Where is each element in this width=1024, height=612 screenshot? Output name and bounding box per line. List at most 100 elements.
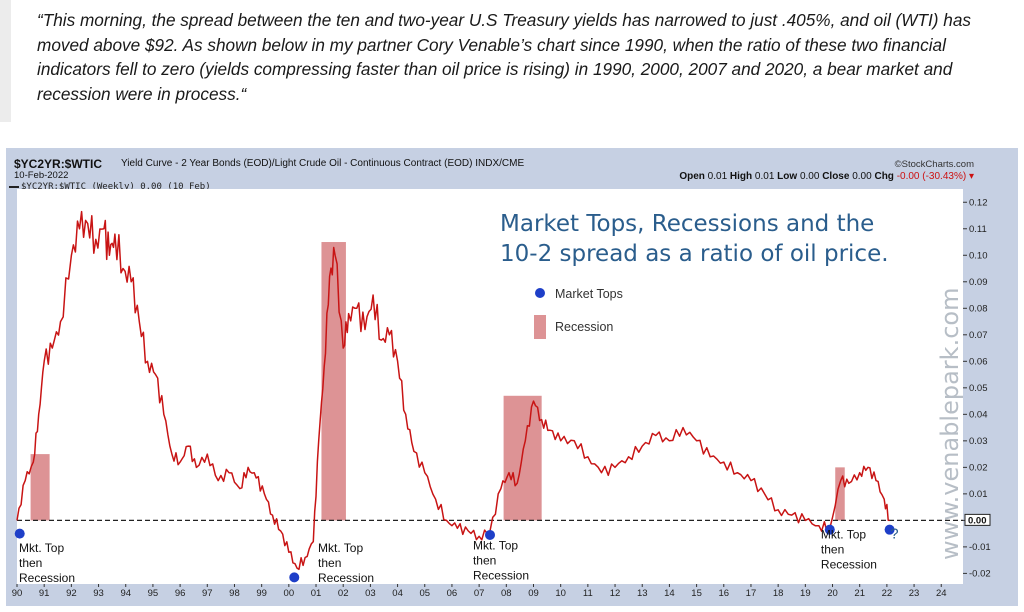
legend-recession-icon [534, 315, 546, 339]
market-top-dot-2 [485, 529, 495, 540]
x-tick-label-14: 14 [664, 588, 675, 599]
y-tick-label-11: 0.01 [969, 489, 988, 500]
recession-bar-0 [30, 454, 50, 521]
annotation-line: Recession [19, 571, 75, 585]
high-label: High [729, 171, 753, 182]
x-tick-label-12: 12 [610, 588, 621, 599]
open-value: 0.01 [707, 171, 728, 182]
annotation-line: then [821, 543, 844, 557]
x-tick-label-94: 94 [120, 588, 131, 599]
annotation-line: Recession [318, 571, 374, 585]
ohlc-readout: Open 0.01 High 0.01 Low 0.00 Close 0.00 … [679, 171, 974, 182]
quote-accent-bar [0, 0, 11, 122]
low-value: 0.00 [799, 171, 820, 182]
legend-market-tops-icon [535, 288, 545, 298]
chart-description: Yield Curve - 2 Year Bonds (EOD)/Light C… [121, 158, 525, 169]
chart-source: ©StockCharts.com [894, 159, 974, 170]
x-tick-label-00: 00 [284, 588, 295, 599]
y-tick-label-7: 0.05 [969, 383, 988, 394]
current-value-box [964, 513, 991, 526]
x-tick-label-11: 11 [583, 588, 593, 599]
x-tick-label-97: 97 [202, 588, 213, 599]
x-tick-label-08: 08 [501, 588, 512, 599]
annotation-line: Recession [473, 568, 529, 582]
market-top-layer [14, 524, 895, 583]
legend-recession-label: Recession [555, 320, 613, 334]
chart-symbol: $YC2YR:$WTIC [14, 157, 103, 171]
legend-market-tops-label: Market Tops [555, 287, 623, 301]
y-tick-label-9: 0.03 [969, 436, 988, 447]
market-top-dot-3 [824, 524, 835, 535]
annotation-1: Mkt. Top then Recession [318, 541, 374, 585]
x-tick-label-03: 03 [365, 588, 376, 599]
x-tick-label-23: 23 [909, 588, 920, 599]
chart-title: Market Tops, Recessions and the 10-2 spre… [500, 211, 889, 267]
annotation-0: Mkt. Top then Recession [19, 541, 75, 585]
quote-text: “This morning, the spread between the te… [37, 10, 971, 104]
chart-title-line-0: Market Tops, Recessions and the [500, 211, 874, 237]
x-tick-label-18: 18 [773, 588, 784, 599]
x-axis: 90 91 92 93 94 95 96 97 98 99 00 01 02 03 04 05 06 07 08 09… [12, 584, 947, 599]
chg-arrow-icon: ▾ [968, 171, 974, 182]
x-tick-label-05: 05 [419, 588, 430, 599]
watermark: www.venablepark.com [936, 288, 964, 560]
y-tick-label-8: 0.04 [969, 409, 988, 420]
x-tick-label-92: 92 [66, 588, 77, 599]
annotation-line: Mkt. Top [473, 538, 518, 552]
x-tick-label-13: 13 [637, 588, 648, 599]
y-tick-label-1: 0.11 [969, 224, 987, 235]
low-label: Low [777, 171, 798, 182]
y-axis: 0.12 0.11 0.10 0.09 0.08 0.07 0.06 0.05 0.04 0.03… [963, 197, 991, 579]
chart-date: 10-Feb-2022 [14, 170, 69, 181]
x-tick-label-21: 21 [854, 588, 865, 599]
x-tick-label-20: 20 [827, 588, 838, 599]
x-tick-label-01: 01 [311, 588, 322, 599]
annotation-line: Mkt. Top [821, 528, 866, 542]
close-label: Close [822, 171, 850, 182]
x-tick-label-22: 22 [882, 588, 893, 599]
x-tick-label-96: 96 [175, 588, 186, 599]
x-tick-label-17: 17 [746, 588, 757, 599]
x-tick-label-10: 10 [555, 588, 566, 599]
recession-bar-1 [321, 242, 346, 521]
chart-title-line-1: 10-2 spread as a ratio of oil price. [500, 241, 889, 267]
x-tick-label-06: 06 [447, 588, 458, 599]
x-tick-label-16: 16 [718, 588, 729, 599]
annotation-3: Mkt. Top then Recession [821, 528, 877, 572]
chg-label: Chg [874, 171, 894, 182]
y-tick-label-10: 0.02 [969, 462, 988, 473]
market-top-dot-4 [884, 524, 895, 535]
x-tick-label-02: 02 [338, 588, 349, 599]
x-tick-label-91: 91 [39, 588, 50, 599]
y-tick-label-0: 0.12 [969, 197, 988, 208]
chart-header: $YC2YR:$WTIC Yield Curve - 2 Year Bonds … [9, 156, 1014, 192]
annotation-2: Mkt. Top then Recession [473, 538, 529, 582]
annotation-line: Mkt. Top [318, 541, 363, 555]
market-top-dot-0 [14, 528, 25, 539]
y-tick-label-6: 0.06 [969, 356, 988, 367]
series-legend: $YC2YR:$WTIC (Weekly) 0.00 (10 Feb) [9, 182, 211, 192]
annotation-line: Recession [821, 558, 877, 572]
annotation-line: then [318, 556, 341, 570]
x-tick-label-98: 98 [229, 588, 240, 599]
x-tick-label-15: 15 [691, 588, 702, 599]
recession-bar-3 [835, 467, 845, 521]
x-tick-label-07: 07 [474, 588, 485, 599]
plot-background [17, 189, 963, 584]
x-tick-label-09: 09 [528, 588, 539, 599]
annotation-4: ? [890, 526, 898, 543]
x-tick-label-95: 95 [148, 588, 159, 599]
open-label: Open [679, 171, 705, 182]
series-line [16, 210, 890, 571]
current-value-label: 0.00 [968, 515, 987, 526]
series-legend-label: $YC2YR:$WTIC (Weekly) 0.00 (10 Feb) [21, 182, 211, 192]
market-top-dot-1 [289, 572, 300, 583]
y-tick-label-3: 0.09 [969, 277, 988, 288]
annotation-line: ? [890, 526, 898, 543]
x-tick-label-90: 90 [12, 588, 23, 599]
x-tick-label-99: 99 [256, 588, 267, 599]
annotation-line: then [473, 553, 496, 567]
y-tick-label-2: 0.10 [969, 250, 988, 261]
x-tick-label-04: 04 [392, 588, 403, 599]
